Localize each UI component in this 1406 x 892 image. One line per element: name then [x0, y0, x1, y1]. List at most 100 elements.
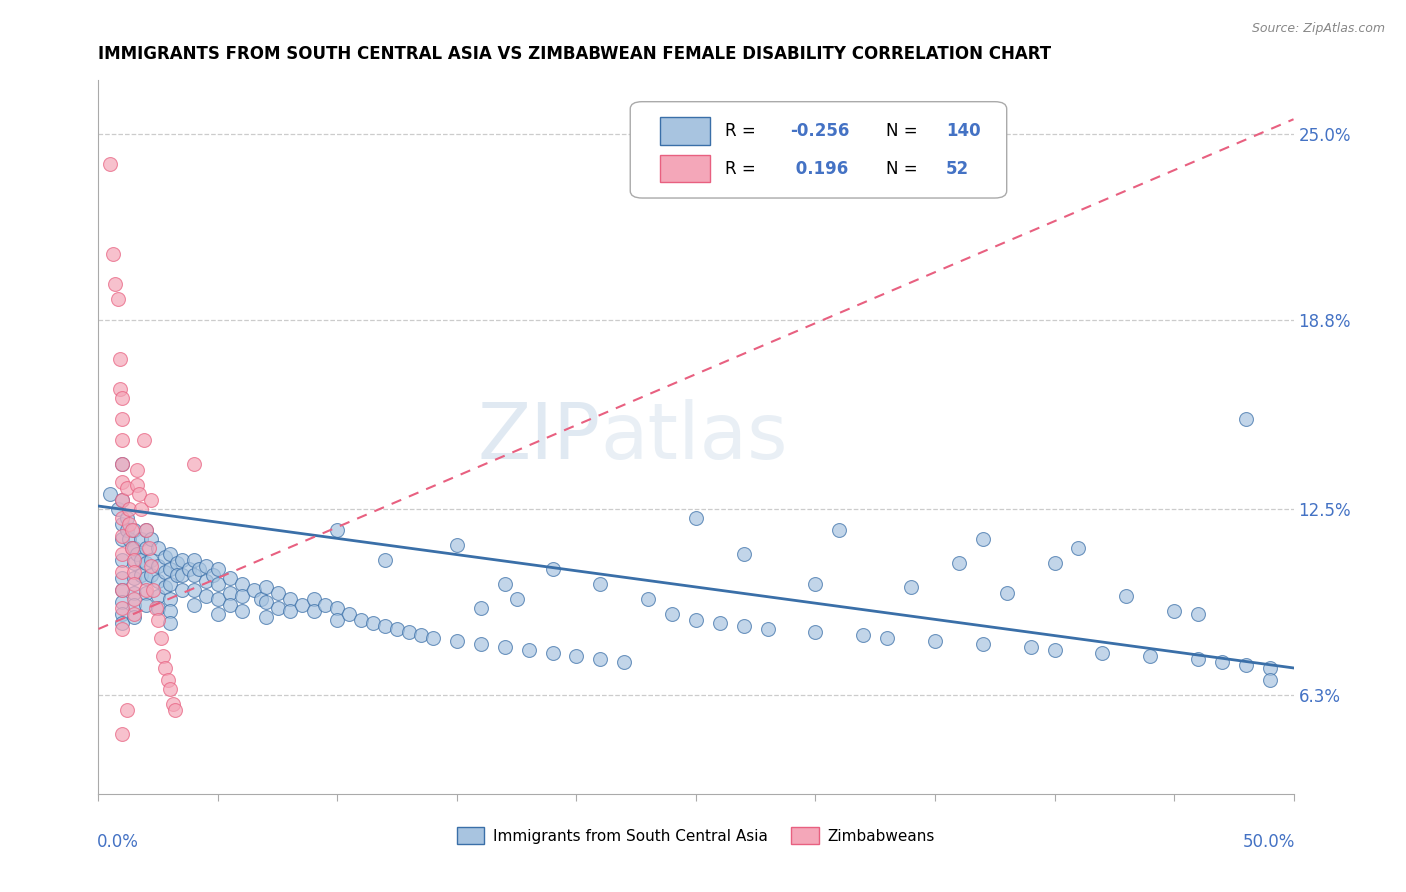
- Point: [494, 577, 516, 591]
- Point: [124, 592, 146, 607]
- Point: [121, 523, 143, 537]
- FancyBboxPatch shape: [661, 118, 710, 145]
- Point: [159, 547, 181, 561]
- Point: [326, 601, 349, 615]
- Text: N =: N =: [886, 160, 922, 178]
- Point: [1258, 673, 1281, 687]
- Point: [138, 541, 160, 555]
- Point: [398, 624, 420, 639]
- Point: [111, 582, 134, 597]
- Point: [374, 553, 396, 567]
- Point: [124, 586, 146, 600]
- Point: [139, 532, 162, 546]
- Point: [219, 598, 242, 612]
- Text: IMMIGRANTS FROM SOUTH CENTRAL ASIA VS ZIMBABWEAN FEMALE DISABILITY CORRELATION C: IMMIGRANTS FROM SOUTH CENTRAL ASIA VS ZI…: [98, 45, 1052, 63]
- Point: [589, 652, 612, 666]
- Point: [1091, 646, 1114, 660]
- Point: [131, 502, 153, 516]
- Text: 50.0%: 50.0%: [1243, 833, 1295, 851]
- Text: atlas: atlas: [600, 399, 787, 475]
- Point: [111, 532, 134, 546]
- Point: [267, 586, 290, 600]
- FancyBboxPatch shape: [630, 102, 1007, 198]
- Point: [326, 523, 349, 537]
- Point: [159, 562, 181, 576]
- Point: [385, 622, 409, 636]
- Point: [350, 613, 373, 627]
- Point: [179, 562, 201, 576]
- Point: [972, 532, 994, 546]
- Point: [828, 523, 851, 537]
- Point: [148, 574, 170, 588]
- Point: [541, 646, 564, 660]
- Point: [121, 541, 143, 555]
- Point: [250, 592, 273, 607]
- Point: [494, 640, 516, 654]
- Point: [1067, 541, 1090, 555]
- Point: [1211, 655, 1233, 669]
- Point: [111, 582, 134, 597]
- Point: [1139, 648, 1161, 663]
- Point: [1258, 661, 1281, 675]
- Point: [183, 457, 205, 471]
- Point: [183, 568, 205, 582]
- Point: [111, 571, 134, 585]
- Point: [111, 565, 134, 579]
- Point: [111, 529, 134, 543]
- Point: [107, 502, 129, 516]
- Point: [231, 604, 253, 618]
- Point: [613, 655, 636, 669]
- Point: [124, 571, 146, 585]
- Point: [1234, 412, 1257, 426]
- Point: [118, 532, 141, 546]
- Point: [326, 613, 349, 627]
- Point: [302, 604, 325, 618]
- Point: [159, 615, 181, 630]
- Point: [111, 601, 134, 615]
- Point: [111, 622, 134, 636]
- Point: [163, 703, 186, 717]
- Point: [98, 487, 122, 501]
- Point: [374, 619, 396, 633]
- Point: [128, 487, 150, 501]
- Point: [207, 592, 229, 607]
- Point: [411, 628, 433, 642]
- Point: [115, 481, 138, 495]
- Point: [565, 648, 588, 663]
- Point: [124, 577, 146, 591]
- Point: [135, 582, 157, 597]
- Point: [1234, 657, 1257, 672]
- Point: [446, 634, 468, 648]
- Point: [166, 556, 188, 570]
- Point: [101, 247, 124, 261]
- Point: [155, 661, 177, 675]
- Point: [804, 624, 827, 639]
- Point: [733, 619, 755, 633]
- Point: [1043, 556, 1066, 570]
- Point: [195, 559, 218, 574]
- Point: [124, 553, 146, 567]
- Point: [1043, 643, 1066, 657]
- Point: [111, 595, 134, 609]
- Point: [135, 598, 157, 612]
- Point: [517, 643, 540, 657]
- Point: [685, 511, 707, 525]
- Point: [115, 511, 138, 525]
- Point: [219, 571, 242, 585]
- Point: [243, 582, 266, 597]
- Point: [470, 637, 492, 651]
- Point: [195, 574, 218, 588]
- Point: [207, 562, 229, 576]
- Point: [470, 601, 492, 615]
- Point: [98, 157, 122, 171]
- Point: [302, 592, 325, 607]
- Point: [876, 631, 898, 645]
- Point: [124, 610, 146, 624]
- Point: [219, 586, 242, 600]
- Point: [111, 433, 134, 447]
- Point: [149, 631, 172, 645]
- Point: [1115, 589, 1137, 603]
- Point: [111, 615, 134, 630]
- Point: [115, 703, 138, 717]
- Point: [131, 553, 153, 567]
